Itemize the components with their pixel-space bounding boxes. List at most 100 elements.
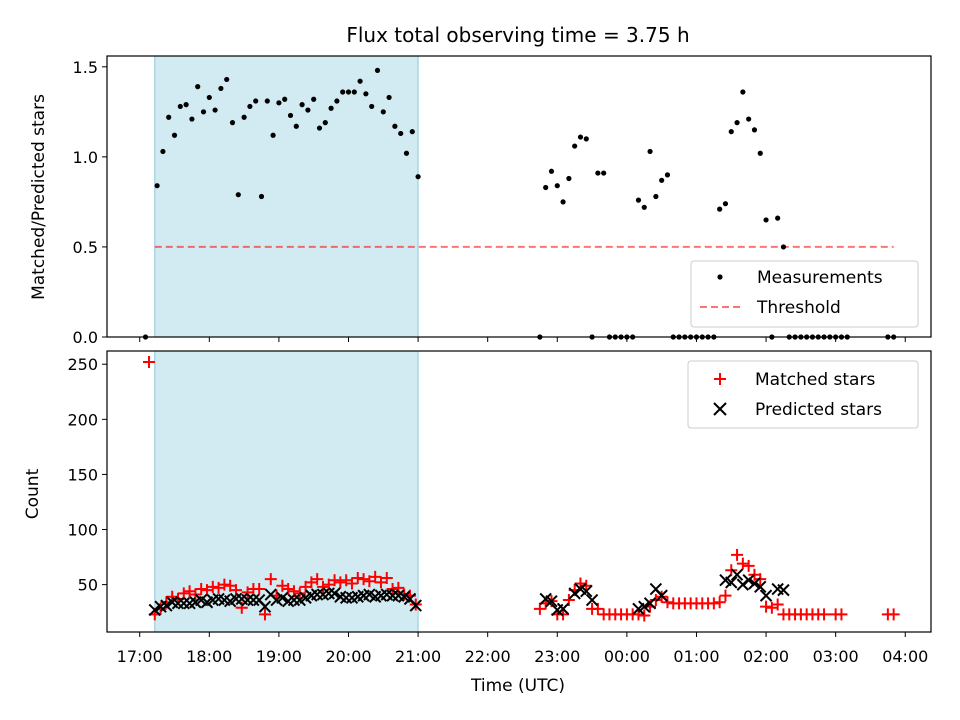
predicted-stars-point xyxy=(777,583,790,597)
legend-predicted-marker xyxy=(713,402,727,416)
y-tick-label: 1.0 xyxy=(73,148,98,167)
predicted-stars-point xyxy=(258,600,272,613)
predicted-stars-point xyxy=(409,599,422,612)
measurements-point xyxy=(653,193,659,200)
measurements-point xyxy=(583,136,589,142)
measurements-point xyxy=(241,114,247,120)
measurements-point xyxy=(287,112,294,119)
measurements-point xyxy=(357,78,363,84)
measurements-point xyxy=(189,116,195,122)
measurements-point xyxy=(218,85,224,92)
predicted-stars-point xyxy=(241,593,254,607)
measurements-point xyxy=(200,109,207,115)
matched-stars-point xyxy=(742,559,755,572)
predicted-stars-point xyxy=(177,597,190,610)
matched-stars-point xyxy=(835,608,848,621)
matched-stars-point xyxy=(351,572,364,585)
measurements-point xyxy=(345,89,352,95)
predicted-stars-point xyxy=(655,589,668,602)
measurements-point xyxy=(554,183,560,189)
legend-measurements-label: Measurements xyxy=(757,268,883,288)
matched-stars-point xyxy=(574,577,587,590)
measurements-point xyxy=(415,174,421,180)
matched-stars-point xyxy=(661,596,674,609)
legend-matched-marker xyxy=(714,373,726,385)
predicted-stars-point xyxy=(759,589,773,602)
x-tick-label: 17:00 xyxy=(117,647,163,666)
predicted-stars-point xyxy=(730,568,744,581)
measurements-point xyxy=(734,120,740,126)
measurements-point xyxy=(328,105,334,111)
x-tick-label: 23:00 xyxy=(534,647,580,666)
matched-stars-point xyxy=(206,580,219,593)
measurements-point xyxy=(195,84,201,90)
predicted-stars-point xyxy=(171,597,185,610)
measurements-point xyxy=(601,170,607,176)
measurements-point xyxy=(577,134,584,140)
predicted-stars-point xyxy=(339,591,353,605)
matched-stars-point xyxy=(887,608,900,621)
measurements-point xyxy=(224,76,230,83)
top-panel-frame xyxy=(106,55,932,338)
measurements-point xyxy=(566,175,572,182)
legend-measurements-marker xyxy=(717,274,723,280)
measurements-point xyxy=(258,193,265,200)
measurements-point xyxy=(160,148,166,155)
matched-stars-point xyxy=(258,608,271,621)
matched-stars-point xyxy=(195,583,208,596)
legend-threshold-label: Threshold xyxy=(756,298,841,318)
predicted-stars-point xyxy=(276,591,289,605)
x-tick-label: 02:00 xyxy=(743,647,789,666)
measurements-point xyxy=(305,107,311,113)
matched-stars-point xyxy=(760,600,773,613)
y-tick-label: 150 xyxy=(67,465,98,484)
measurements-point xyxy=(543,184,549,191)
predicted-stars-point xyxy=(742,574,755,587)
measurements-point xyxy=(293,123,299,129)
matched-stars-point xyxy=(818,608,831,621)
matched-stars-point xyxy=(316,580,329,593)
matched-stars-point xyxy=(580,579,593,592)
measurements-point xyxy=(311,96,317,102)
measurements-point xyxy=(717,206,723,212)
top-panel: 0.0 0.5 1.0 1.5 Matched/Predicted stars Mea… xyxy=(29,55,932,347)
matched-stars-point xyxy=(253,583,266,596)
predicted-stars-point xyxy=(148,603,161,617)
measurements-point xyxy=(183,102,189,108)
measurements-point xyxy=(572,143,578,149)
matched-stars-point xyxy=(357,573,370,586)
predicted-stars-point xyxy=(328,587,341,600)
measurements-point xyxy=(560,199,566,205)
observing-window-shade xyxy=(154,55,419,338)
matched-stars-point xyxy=(731,548,744,561)
matched-stars-point xyxy=(345,577,358,590)
measurements-point xyxy=(403,150,410,156)
predicted-stars-point xyxy=(160,599,173,612)
measurements-point xyxy=(746,116,752,122)
measurements-point xyxy=(177,103,183,110)
matched-stars-point xyxy=(632,608,645,621)
predicted-stars-point xyxy=(748,577,761,590)
measurements-point xyxy=(253,98,259,104)
predicted-stars-point xyxy=(386,589,399,602)
matched-stars-point xyxy=(719,589,732,602)
y-tick-label: 100 xyxy=(67,521,98,540)
bottom-legend: Matched stars Predicted stars xyxy=(687,360,919,429)
measurements-point xyxy=(740,89,746,95)
chart-title: Flux total observing time = 3.75 h xyxy=(346,23,689,47)
measurements-point xyxy=(780,244,787,250)
matched-stars-point xyxy=(386,583,399,596)
predicted-stars-point xyxy=(585,593,599,607)
top-legend-box xyxy=(690,260,919,328)
measurements-point xyxy=(659,177,665,183)
measurements-point xyxy=(409,129,415,135)
measurements-point xyxy=(334,98,340,104)
top-y-axis-label: Matched/Predicted stars xyxy=(29,94,49,300)
y-tick-label: 200 xyxy=(67,410,98,429)
measurements-point xyxy=(282,96,288,102)
measurements-point xyxy=(154,183,160,189)
matched-stars-point xyxy=(533,602,546,615)
measurements-point xyxy=(374,67,381,74)
